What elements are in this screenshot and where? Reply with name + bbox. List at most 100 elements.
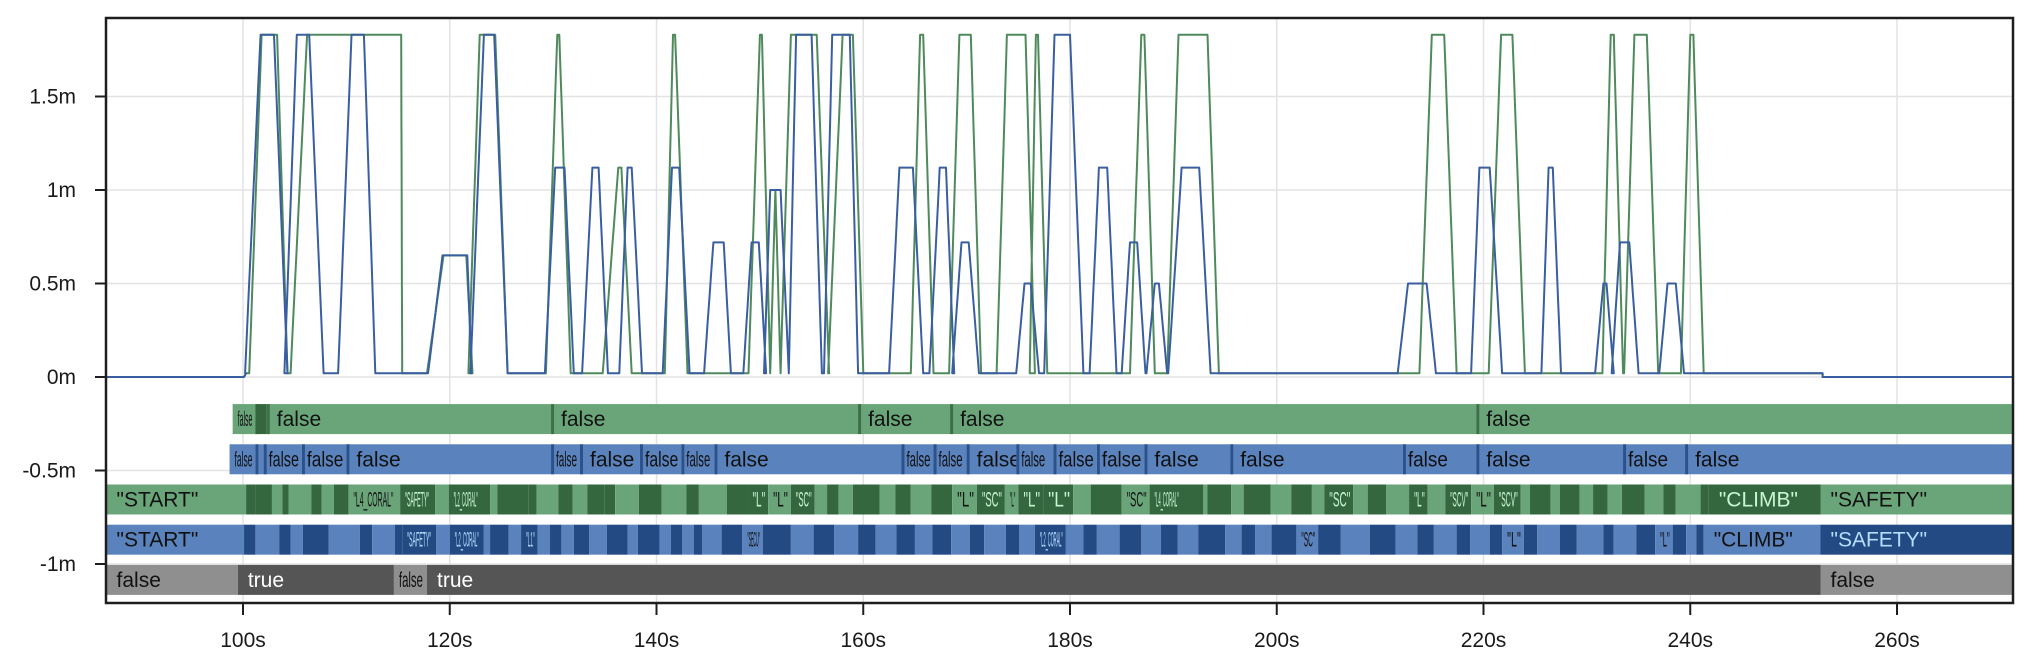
bar-segment-label: "L" (957, 488, 974, 511)
x-tick-label: 120s (427, 629, 473, 652)
bar-segment-label: false (1408, 448, 1448, 471)
bar-segment (637, 524, 660, 555)
bar-segment (483, 524, 491, 555)
bar-segment (1231, 484, 1244, 515)
y-axis: 1.5m 1m 0.5m 0m -0.5m -1m (22, 86, 106, 576)
bar-segment (436, 524, 450, 555)
x-tick-label: 180s (1047, 629, 1093, 652)
bar-segment-label: "START" (117, 488, 199, 511)
bar-segment (1471, 484, 1494, 515)
bar-segment (1255, 524, 1272, 555)
segment-divider (1053, 444, 1057, 475)
bar-segment (1593, 484, 1608, 515)
segment-divider (1476, 444, 1480, 475)
bar-segment-label: false (1831, 569, 1875, 592)
bar-segment (1230, 444, 1403, 475)
bar-segment (1607, 484, 1623, 515)
bar-segment (933, 444, 967, 475)
bar-segment (537, 524, 551, 555)
segment-divider (1096, 444, 1100, 475)
bar-segment (1663, 484, 1676, 515)
bar-segment (427, 564, 1821, 595)
bar-segment (701, 524, 722, 555)
bar-segment (814, 484, 828, 515)
bar-segment (1324, 484, 1354, 515)
bar-segment (768, 484, 791, 515)
bar-segment (449, 524, 484, 555)
bar-segment (1520, 484, 1531, 515)
bar-segment-label: "L1" (526, 529, 535, 552)
bar-segment-label: false (868, 408, 912, 431)
bar-segment (896, 524, 915, 555)
x-tick-label: 240s (1667, 629, 1713, 652)
bar-segment (1470, 524, 1490, 555)
bar-segment (346, 444, 552, 475)
bar-segment (572, 484, 588, 515)
bar-segment (1119, 524, 1142, 555)
y-tick-label: -0.5m (22, 460, 76, 483)
bar-segment (536, 484, 559, 515)
bar-segment (1177, 524, 1199, 555)
bar-segment (237, 564, 394, 595)
bar-segment-label: "L" (752, 488, 765, 511)
bar-segment (1291, 484, 1312, 515)
bar-segment (1445, 484, 1472, 515)
bar-segment (551, 404, 859, 435)
bar-segment-label: false (1695, 448, 1739, 471)
bar-segment (448, 484, 491, 515)
blue-string-row: "START" "SAFETY" "L2_CORAL" "L1" "SECU" "L2_C… (106, 524, 2013, 555)
bar-segment (328, 524, 360, 555)
bar-segment (490, 484, 498, 515)
bar-segment (721, 524, 743, 555)
bar-segment (976, 484, 1005, 515)
bar-segment-label: false (686, 448, 710, 471)
bar-segment (1576, 524, 1604, 555)
bar-segment (1537, 524, 1560, 555)
bar-segment-label: "START" (117, 529, 199, 552)
bar-segment-label: "SAFETY" (407, 529, 431, 552)
x-axis: 100s 120s 140s 160s 180s 200s 220s 240s 260s (220, 603, 1920, 652)
bar-segment-label: false (356, 448, 400, 471)
bar-segment (1559, 484, 1580, 515)
bar-segment (311, 484, 322, 515)
bar-segment (627, 524, 638, 555)
bar-segment (984, 524, 1006, 555)
bar-segment-label: false (561, 408, 605, 431)
segment-divider (551, 444, 555, 475)
bar-segment-label: "L4_CORAL" (353, 488, 393, 511)
bar-segment (279, 524, 291, 555)
bar-segment (258, 524, 280, 555)
x-tick-label: 220s (1461, 629, 1507, 652)
bar-segment-label: false (1240, 448, 1284, 471)
bar-segment (229, 444, 256, 475)
bar-segment (1369, 524, 1396, 555)
bar-segment-label: "SAFETY" (1831, 529, 1928, 552)
bar-segment (838, 484, 853, 515)
segment-divider (346, 444, 350, 475)
bar-segment-label: false (556, 448, 577, 471)
bar-segment (1241, 524, 1256, 555)
bar-segment (587, 484, 605, 515)
bar-segment (661, 484, 687, 515)
gray-bool-row: false true false true false (106, 564, 2013, 595)
bar-segment-label: false (906, 448, 930, 471)
bar-segment-label: "L" (1048, 488, 1070, 511)
bar-segment (910, 484, 932, 515)
bar-segment (1655, 524, 1673, 555)
segment-divider (301, 444, 305, 475)
bar-segment (1096, 524, 1120, 555)
bar-segment-label: false (645, 448, 678, 471)
bar-segment (1271, 524, 1297, 555)
bar-segment (551, 444, 581, 475)
bar-segment (932, 524, 952, 555)
bar-segment (901, 444, 934, 475)
bar-segment (1065, 524, 1084, 555)
bar-segment (490, 524, 509, 555)
bar-segment-label: "SECU" (747, 529, 760, 552)
bar-segment-label: false (1486, 448, 1530, 471)
bar-segment (693, 524, 702, 555)
bar-segment (1579, 484, 1594, 515)
bar-segment (742, 524, 763, 555)
bar-segment (1685, 444, 2013, 475)
